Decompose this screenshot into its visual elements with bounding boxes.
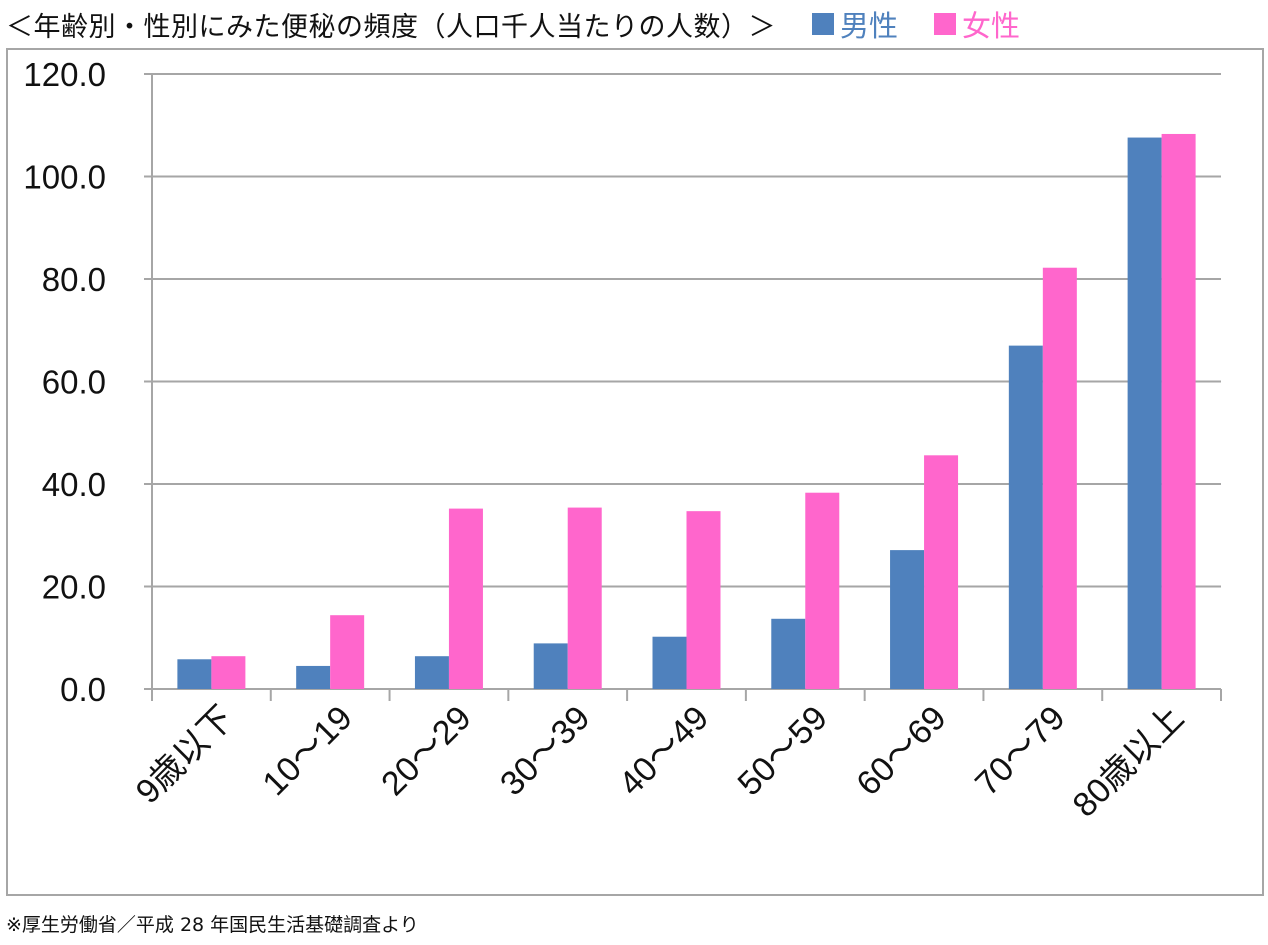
x-tick-label: 40～49 <box>612 699 716 803</box>
y-tick-label: 100.0 <box>23 159 106 196</box>
legend-label-female: 女性 <box>962 9 1021 43</box>
bar-male <box>414 656 449 689</box>
bar-female <box>1042 267 1077 689</box>
x-tick-label: 80歳以上 <box>1066 699 1192 825</box>
source-note: ※厚生労働省／平成 28 年国民生活基礎調査より <box>6 914 419 936</box>
legend-label-male: 男性 <box>840 9 899 43</box>
y-tick-label: 120.0 <box>23 56 106 93</box>
bar-female <box>211 656 246 689</box>
legend-swatch-female <box>934 13 957 35</box>
legend-swatch-male <box>812 13 834 35</box>
x-tick-label: 20～29 <box>374 699 478 803</box>
x-tick-label: 60～69 <box>849 699 953 803</box>
bar-female <box>924 455 959 689</box>
bar-male <box>771 618 806 689</box>
y-tick-label: 60.0 <box>42 364 106 401</box>
x-tick-label: 10～19 <box>255 699 359 803</box>
x-tick-label: 70～79 <box>968 699 1072 803</box>
bar-female <box>686 511 721 689</box>
bar-male <box>652 636 687 689</box>
legend-item-male: 男性 <box>812 3 898 45</box>
bar-male <box>177 659 212 689</box>
bar-female <box>448 508 483 689</box>
y-tick-label: 0.0 <box>60 671 106 708</box>
x-tick-label: 9歳以下 <box>129 699 241 811</box>
legend: 男性 女性 <box>812 3 1056 45</box>
y-tick-label: 20.0 <box>42 569 106 606</box>
bar-female <box>567 507 602 689</box>
bar-female <box>330 615 365 689</box>
bar-male <box>296 665 331 689</box>
bar-female <box>805 492 840 689</box>
y-tick-label: 80.0 <box>42 261 106 298</box>
title-row: ＜年齢別・性別にみた便秘の頻度（人口千人当たりの人数）＞ 男性 女性 <box>6 4 1056 44</box>
plot-frame <box>6 48 1264 896</box>
bar-male <box>533 643 568 689</box>
legend-item-female: 女性 <box>934 3 1020 45</box>
bar-male <box>1008 345 1043 689</box>
bar-female <box>1161 133 1196 689</box>
x-tick-label: 30～39 <box>493 699 597 803</box>
bar-male <box>1127 137 1162 690</box>
chart-title: ＜年齢別・性別にみた便秘の頻度（人口千人当たりの人数）＞ <box>6 11 776 43</box>
bar-male <box>890 550 925 689</box>
x-tick-label: 50～59 <box>731 699 835 803</box>
y-tick-label: 40.0 <box>42 466 106 503</box>
